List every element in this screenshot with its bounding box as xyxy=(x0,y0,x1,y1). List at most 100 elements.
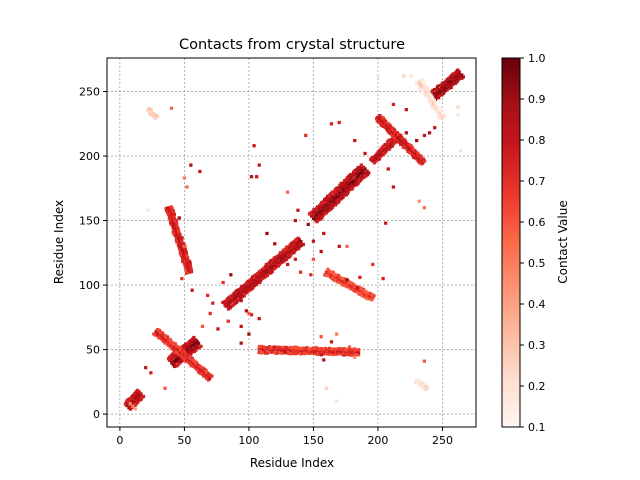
contact-mark-diagonal-3 xyxy=(264,268,268,272)
contact-mark-arm-left xyxy=(180,247,184,251)
contact-mark-band-lower xyxy=(169,346,173,350)
contact-mark-band-upper xyxy=(393,130,398,134)
contact-mark-arm-bottom xyxy=(338,349,342,354)
contact-mark-arm-bottom xyxy=(340,349,344,354)
contact-mark-diagonal-1 xyxy=(127,397,131,401)
contact-mark-arm-bottom xyxy=(325,352,330,356)
contact-mark-arm-bottom xyxy=(282,348,286,353)
contact-mark-diagonal-3 xyxy=(259,269,263,273)
contact-point-27 xyxy=(229,273,233,277)
contact-point-82 xyxy=(347,345,352,349)
contact-mark-arm-left xyxy=(184,252,189,256)
contact-mark-band-lower xyxy=(171,341,175,345)
contact-point-37 xyxy=(273,242,277,246)
contact-mark-diagonal-5 xyxy=(390,144,394,148)
contact-mark-diagonal-2 xyxy=(199,344,203,348)
contact-mark-arm-left xyxy=(188,270,192,274)
contact-mark-arm-left xyxy=(176,243,181,248)
x-axis-label: Residue Index xyxy=(250,456,334,470)
contact-mark-arm-bottom xyxy=(286,346,290,350)
contact-mark-diagonal-4 xyxy=(332,189,337,194)
contact-mark-diagonal-1 xyxy=(134,395,138,399)
contact-mark-arm-bottom xyxy=(290,348,294,353)
contact-mark-arm-bottom xyxy=(257,347,261,351)
contact-mark-arm-bottom xyxy=(288,348,292,353)
contact-mark-diagonal-4 xyxy=(329,192,333,196)
contact-mark-diagonal-3 xyxy=(292,250,296,255)
contact-mark-pale-top-right xyxy=(417,79,421,83)
contact-mark-diagonal-3 xyxy=(235,295,239,299)
contact-mark-diagonal-3 xyxy=(252,283,257,288)
contact-mark-pale-top-right xyxy=(425,96,429,100)
contact-mark-band-lower xyxy=(183,358,187,363)
contact-mark-diagonal-3 xyxy=(224,298,229,302)
contact-mark-arm-left xyxy=(174,235,179,240)
contact-mark-arm-bottom xyxy=(338,346,342,351)
contact-mark-diagonal-4 xyxy=(328,203,333,208)
contact-mark-arm-bottom xyxy=(276,349,280,353)
contact-mark-diagonal-3 xyxy=(251,279,255,283)
contact-mark-arm-right xyxy=(324,270,328,274)
contact-mark-diagonal-3 xyxy=(254,282,259,287)
contact-mark-diagonal-6 xyxy=(435,85,440,89)
contact-mark-diagonal-2 xyxy=(171,356,175,360)
contact-mark-diagonal-3 xyxy=(229,304,234,308)
contact-mark-band-upper xyxy=(407,143,411,147)
contact-point-2 xyxy=(128,402,132,406)
contact-mark-arm-left xyxy=(182,242,186,246)
contact-mark-arm-left xyxy=(182,252,186,257)
contact-mark-diagonal-2 xyxy=(166,357,171,361)
contact-mark-diagonal-5 xyxy=(382,147,386,152)
contact-mark-pale-top-right xyxy=(426,88,430,93)
contact-point-72 xyxy=(422,359,427,363)
contact-mark-band-upper xyxy=(411,150,415,154)
contact-mark-arm-left xyxy=(183,263,187,267)
contact-mark-diagonal-2 xyxy=(192,342,196,347)
contact-mark-arm-bottom xyxy=(325,349,330,353)
contact-point-83 xyxy=(335,332,339,336)
contact-mark-diagonal-1 xyxy=(132,399,136,404)
contact-mark-pale-top-right xyxy=(421,79,425,83)
contact-mark-diagonal-4 xyxy=(329,195,334,199)
contact-mark-diagonal-4 xyxy=(317,215,321,220)
contact-point-17 xyxy=(190,288,194,292)
contact-mark-arm-bottom xyxy=(311,351,315,355)
contact-mark-diagonal-3 xyxy=(284,251,288,255)
contact-mark-arm-bottom xyxy=(348,353,352,357)
contact-point-78 xyxy=(456,105,460,109)
x-axis-ticks: 0 50 100 150 200 250 xyxy=(116,427,453,447)
contact-mark-arm-left xyxy=(178,241,182,245)
contact-mark-diagonal-6 xyxy=(447,83,451,87)
contact-mark-diagonal-3 xyxy=(270,269,274,274)
contact-mark-arm-right xyxy=(349,281,353,285)
contact-mark-diagonal-6 xyxy=(455,80,459,84)
contact-point-26 xyxy=(239,341,243,345)
contact-mark-diagonal-3 xyxy=(299,240,303,244)
contact-mark-arm-left xyxy=(176,226,180,231)
contact-mark-diagonal-4 xyxy=(341,195,345,200)
contact-mark-diagonal-3 xyxy=(226,304,231,308)
contact-mark-band-upper xyxy=(379,123,384,128)
contact-point-70 xyxy=(417,199,421,203)
contact-point-38 xyxy=(285,262,290,267)
contact-mark-band-lower xyxy=(188,362,192,366)
contact-mark-diagonal-3 xyxy=(269,258,273,263)
contact-mark-diagonal-4 xyxy=(335,186,339,190)
contact-mark-diagonal-4 xyxy=(313,215,317,219)
contact-mark-arm-left xyxy=(172,228,176,232)
contact-mark-diagonal-4 xyxy=(333,193,337,197)
contact-mark-diagonal-4 xyxy=(336,193,340,197)
contact-mark-arm-right xyxy=(336,273,341,278)
contact-mark-arm-bottom xyxy=(261,345,266,349)
contact-mark-band-upper xyxy=(382,121,386,125)
contact-mark-arm-bottom xyxy=(263,348,268,352)
contact-mark-arm-left xyxy=(167,214,172,218)
contact-mark-diagonal-3 xyxy=(282,258,287,263)
contact-mark-diagonal-3 xyxy=(281,253,285,258)
contact-mark-band-lower xyxy=(169,340,173,344)
contact-mark-arm-left xyxy=(169,215,174,220)
contact-mark-band-upper xyxy=(381,116,385,120)
contact-point-84 xyxy=(319,335,323,339)
contact-mark-arm-bottom xyxy=(257,344,261,349)
